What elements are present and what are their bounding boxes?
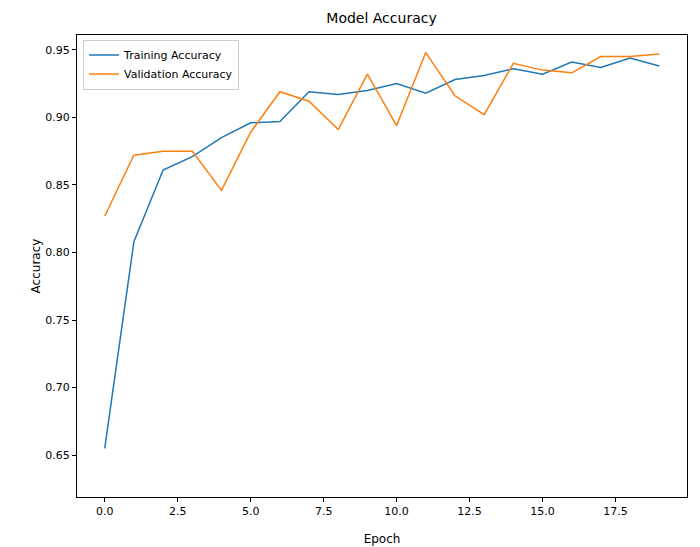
svg-text:Accuracy: Accuracy <box>29 239 43 294</box>
svg-text:17.5: 17.5 <box>603 505 628 518</box>
svg-text:0.75: 0.75 <box>45 314 70 327</box>
svg-text:0.80: 0.80 <box>45 246 70 259</box>
svg-text:15.0: 15.0 <box>530 505 555 518</box>
svg-text:7.5: 7.5 <box>315 505 333 518</box>
svg-text:0.70: 0.70 <box>45 381 70 394</box>
svg-text:Epoch: Epoch <box>364 532 401 546</box>
svg-text:Model Accuracy: Model Accuracy <box>326 10 436 26</box>
svg-text:Validation Accuracy: Validation Accuracy <box>124 68 233 81</box>
svg-text:0.65: 0.65 <box>45 449 70 462</box>
svg-text:0.0: 0.0 <box>96 505 114 518</box>
svg-text:0.85: 0.85 <box>45 179 70 192</box>
svg-text:5.0: 5.0 <box>242 505 260 518</box>
svg-text:10.0: 10.0 <box>384 505 409 518</box>
svg-text:Training Accuracy: Training Accuracy <box>123 49 222 62</box>
svg-text:0.90: 0.90 <box>45 111 70 124</box>
svg-text:0.95: 0.95 <box>45 44 70 57</box>
svg-text:2.5: 2.5 <box>169 505 187 518</box>
svg-text:12.5: 12.5 <box>457 505 482 518</box>
